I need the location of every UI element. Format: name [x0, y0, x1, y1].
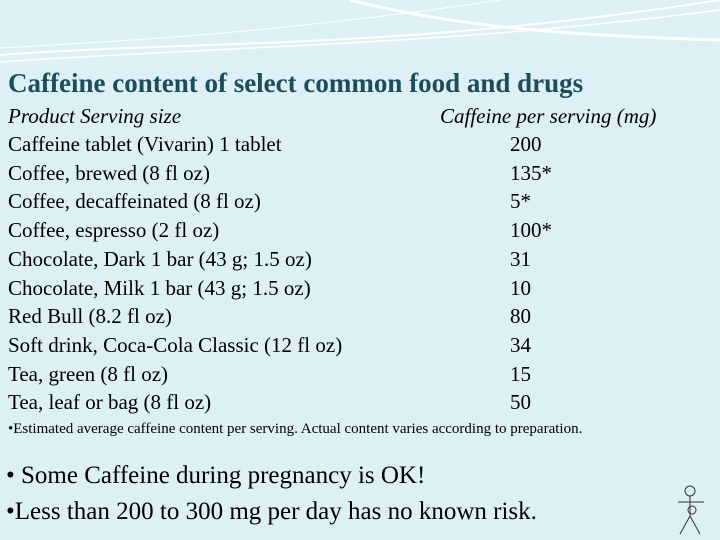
caffeine-cell: 100*: [510, 218, 552, 243]
column-header: Product Serving size: [8, 104, 182, 128]
product-cell: Soft drink, Coca-Cola Classic (12 fl oz): [8, 332, 343, 357]
product-cell: Chocolate, Dark 1 bar (43 g; 1.5 oz): [8, 246, 312, 271]
caffeine-cell: 10: [510, 275, 531, 300]
product-cell: Tea, leaf or bag (8 fl oz): [8, 390, 212, 415]
column-header: Caffeine per serving (mg): [440, 104, 657, 128]
figure-icon: [678, 485, 704, 535]
caffeine-cell: 200: [510, 132, 542, 156]
caffeine-cell: 5*: [510, 189, 531, 214]
slide-title: Caffeine content of select common food a…: [8, 68, 584, 98]
bullet: • Some Caffeine during pregnancy is OK!: [6, 462, 426, 489]
product-cell: Tea, green (8 fl oz): [8, 361, 169, 386]
product-cell: Red Bull (8.2 fl oz): [8, 304, 172, 329]
product-cell: Caffeine tablet (Vivarin) 1 tablet: [8, 132, 282, 156]
caffeine-cell: 15: [510, 361, 531, 386]
caffeine-cell: 135*: [510, 160, 552, 185]
footnote: •Estimated average caffeine content per …: [8, 421, 583, 437]
bullet: •Less than 200 to 300 mg per day has no …: [6, 498, 537, 525]
product-cell: Coffee, espresso (2 fl oz): [8, 218, 220, 243]
caffeine-cell: 50: [510, 390, 531, 415]
caffeine-cell: 80: [510, 304, 531, 329]
wave-decoration: [0, 0, 720, 63]
product-cell: Coffee, brewed (8 fl oz): [8, 160, 210, 185]
product-cell: Coffee, decaffeinated (8 fl oz): [8, 189, 261, 214]
product-cell: Chocolate, Milk 1 bar (43 g; 1.5 oz): [8, 275, 311, 300]
caffeine-cell: 34: [510, 332, 531, 357]
caffeine-cell: 31: [510, 246, 531, 271]
